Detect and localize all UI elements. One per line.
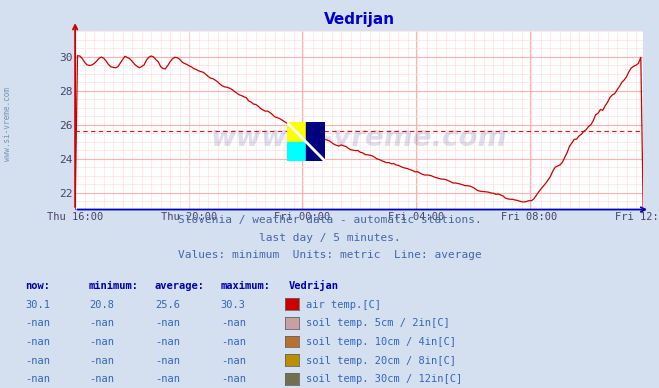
Text: -nan: -nan bbox=[25, 355, 50, 365]
Text: -nan: -nan bbox=[25, 374, 50, 384]
Text: -nan: -nan bbox=[89, 374, 114, 384]
Title: Vedrijan: Vedrijan bbox=[324, 12, 395, 27]
Text: minimum:: minimum: bbox=[89, 281, 139, 291]
Text: -nan: -nan bbox=[155, 337, 180, 347]
Text: 25.6: 25.6 bbox=[155, 300, 180, 310]
Text: soil temp. 5cm / 2in[C]: soil temp. 5cm / 2in[C] bbox=[306, 318, 450, 328]
Text: -nan: -nan bbox=[25, 318, 50, 328]
Text: soil temp. 20cm / 8in[C]: soil temp. 20cm / 8in[C] bbox=[306, 355, 457, 365]
Bar bbox=[287, 122, 306, 142]
Text: now:: now: bbox=[25, 281, 50, 291]
Text: soil temp. 10cm / 4in[C]: soil temp. 10cm / 4in[C] bbox=[306, 337, 457, 347]
Text: -nan: -nan bbox=[221, 374, 246, 384]
Bar bbox=[306, 122, 325, 161]
Text: -nan: -nan bbox=[25, 337, 50, 347]
Text: 20.8: 20.8 bbox=[89, 300, 114, 310]
Text: -nan: -nan bbox=[89, 355, 114, 365]
Text: www.si-vreme.com: www.si-vreme.com bbox=[3, 87, 13, 161]
Text: 30.3: 30.3 bbox=[221, 300, 246, 310]
Text: -nan: -nan bbox=[155, 318, 180, 328]
Text: Slovenia / weather data - automatic stations.: Slovenia / weather data - automatic stat… bbox=[178, 215, 481, 225]
Text: -nan: -nan bbox=[155, 355, 180, 365]
Text: average:: average: bbox=[155, 281, 205, 291]
Text: Values: minimum  Units: metric  Line: average: Values: minimum Units: metric Line: aver… bbox=[178, 250, 481, 260]
Text: Vedrijan: Vedrijan bbox=[289, 280, 339, 291]
Text: -nan: -nan bbox=[221, 355, 246, 365]
Text: maximum:: maximum: bbox=[221, 281, 271, 291]
Text: www.si-vreme.com: www.si-vreme.com bbox=[211, 124, 507, 152]
Text: -nan: -nan bbox=[155, 374, 180, 384]
Text: air temp.[C]: air temp.[C] bbox=[306, 300, 382, 310]
Bar bbox=[287, 142, 306, 161]
Text: -nan: -nan bbox=[89, 318, 114, 328]
Text: -nan: -nan bbox=[89, 337, 114, 347]
Text: 30.1: 30.1 bbox=[25, 300, 50, 310]
Text: -nan: -nan bbox=[221, 337, 246, 347]
Text: -nan: -nan bbox=[221, 318, 246, 328]
Text: soil temp. 30cm / 12in[C]: soil temp. 30cm / 12in[C] bbox=[306, 374, 463, 384]
Text: last day / 5 minutes.: last day / 5 minutes. bbox=[258, 232, 401, 242]
